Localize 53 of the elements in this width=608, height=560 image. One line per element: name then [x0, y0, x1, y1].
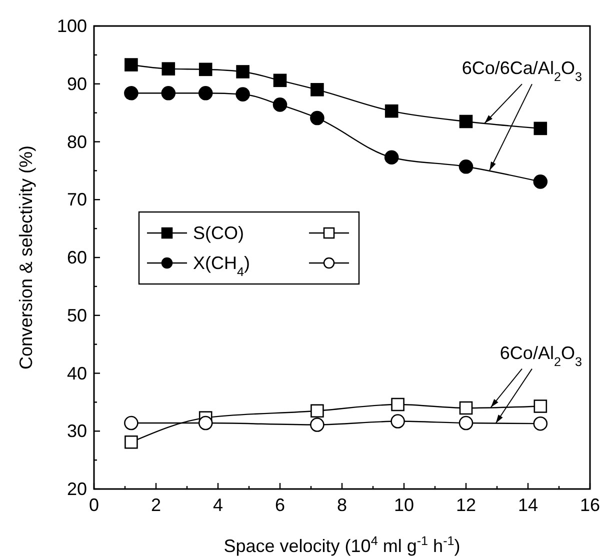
point [162, 62, 176, 76]
point [273, 74, 287, 88]
point [384, 150, 399, 165]
point [198, 86, 213, 100]
point [198, 62, 212, 76]
point [384, 104, 398, 118]
point [534, 400, 548, 413]
x-tick-label: 12 [456, 495, 476, 515]
x-tick-label: 6 [274, 495, 286, 515]
point [459, 114, 473, 128]
y-tick-label: 90 [66, 74, 87, 94]
x-tick-label: 4 [212, 495, 224, 515]
point [458, 416, 474, 430]
point [236, 87, 250, 102]
y-tick-label: 70 [66, 190, 87, 210]
legend-label: X(CH$_{4}$) [193, 253, 250, 279]
point [161, 86, 176, 100]
legend-label: S(CO) [193, 223, 244, 243]
point [124, 416, 138, 430]
annotation: 6Co/6Ca/Al$_{2}$O$_{3}$ [462, 58, 582, 84]
x-tick-label: 8 [336, 495, 348, 515]
point [124, 58, 138, 72]
point [390, 414, 405, 428]
y-tick-label: 100 [56, 16, 87, 36]
point [124, 86, 138, 100]
x-tick-label: 0 [88, 495, 100, 515]
x-tick-label: 16 [580, 495, 600, 515]
point [236, 65, 250, 78]
y-tick-label: 60 [66, 248, 87, 268]
y-tick-label: 80 [66, 132, 87, 152]
y-tick-label: 20 [66, 479, 87, 499]
annotation: 6Co/Al$_{2}$O$_{3}$ [500, 342, 582, 369]
point [124, 435, 138, 449]
point [458, 159, 474, 174]
x-axis-title: Space velocity (10$^{4}$ ml g$^{-1}$ h$^{-1}$) [224, 534, 460, 556]
y-tick-label: 40 [66, 363, 87, 384]
point [310, 110, 324, 126]
y-axis-title: Conversion & selectivity (%) [16, 145, 36, 370]
point [391, 398, 404, 412]
point [533, 416, 548, 431]
x-tick-label: 2 [150, 495, 162, 515]
point [459, 401, 473, 415]
x-tick-label: 10 [394, 495, 414, 515]
y-tick-label: 30 [66, 421, 87, 442]
point [272, 98, 288, 112]
point [198, 416, 213, 430]
point [310, 83, 324, 96]
point [534, 122, 548, 136]
point [533, 174, 548, 189]
y-tick-label: 50 [66, 305, 87, 326]
point [310, 418, 324, 432]
point [310, 404, 324, 418]
x-tick-label: 14 [518, 495, 538, 515]
